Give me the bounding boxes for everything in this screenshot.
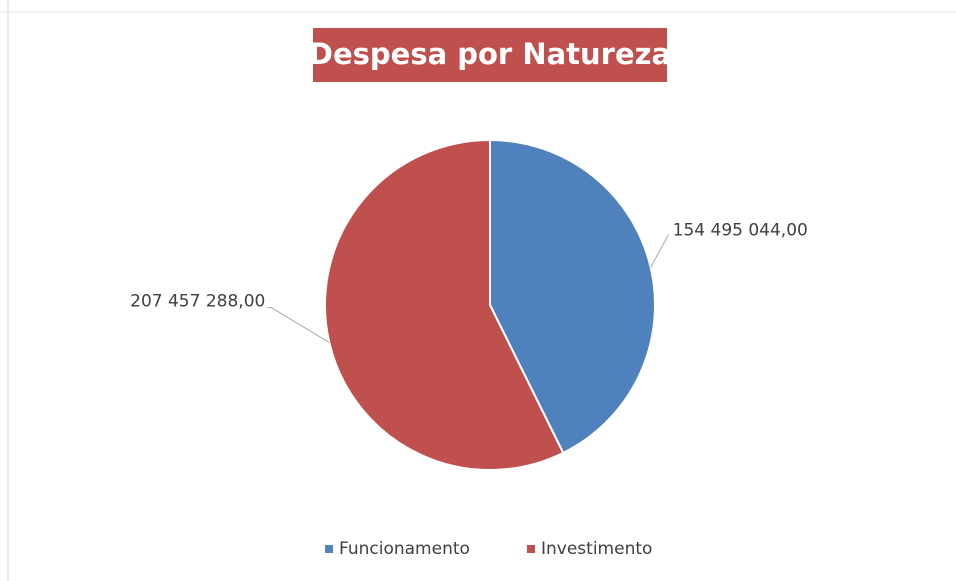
legend-label: Investimento bbox=[541, 539, 652, 559]
legend-label: Funcionamento bbox=[339, 539, 470, 559]
legend-swatch bbox=[325, 545, 333, 553]
legend-swatch bbox=[527, 545, 535, 553]
chart-title: Despesa por Natureza bbox=[309, 37, 671, 71]
data-label: 154 495 044,00 bbox=[673, 220, 808, 240]
leader-line bbox=[267, 307, 330, 344]
data-label: 207 457 288,00 bbox=[130, 292, 265, 312]
title-background bbox=[313, 28, 667, 82]
leader-line bbox=[650, 234, 670, 268]
